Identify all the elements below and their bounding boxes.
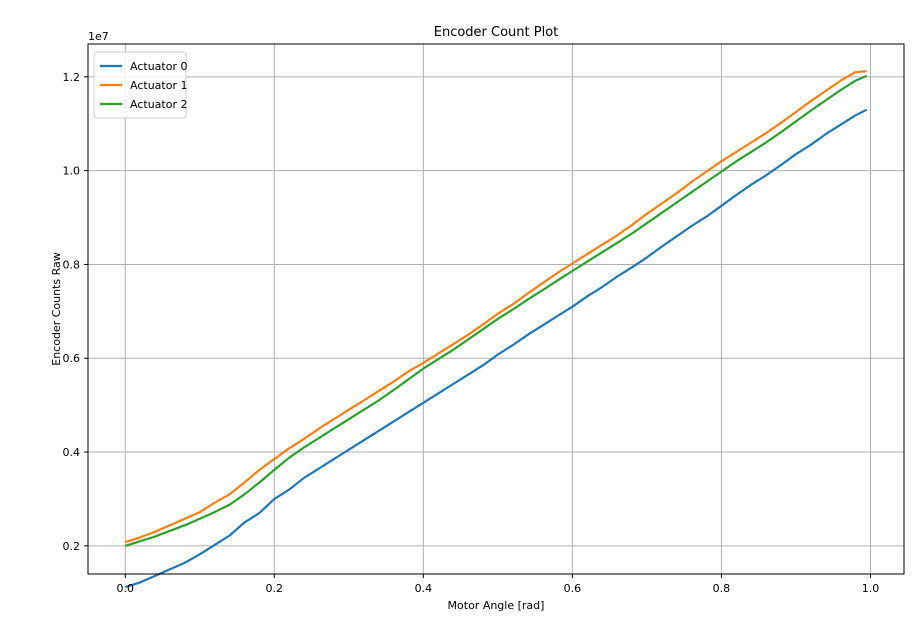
y-tick-label: 1.0 bbox=[63, 165, 81, 178]
legend: Actuator 0 Actuator 1 Actuator 2 bbox=[93, 51, 187, 119]
x-tick-label: 0.0 bbox=[117, 582, 135, 595]
series-line-actuator-0 bbox=[124, 108, 868, 589]
y-axis-ticks: 0.2 0.4 0.6 0.8 1.0 1.2 bbox=[63, 71, 88, 553]
y-offset-label: 1e7 bbox=[88, 30, 109, 43]
chart-title: Encoder Count Plot bbox=[434, 25, 559, 40]
legend-label: Actuator 0 bbox=[130, 60, 187, 73]
y-tick-label: 0.2 bbox=[63, 540, 81, 553]
legend-box bbox=[93, 51, 187, 119]
y-axis-label: Encoder Counts Raw bbox=[50, 252, 63, 366]
legend-label: Actuator 2 bbox=[130, 98, 187, 111]
series-line-actuator-1 bbox=[124, 70, 867, 544]
y-tick-label: 0.8 bbox=[63, 258, 81, 271]
x-tick-label: 1.0 bbox=[862, 582, 880, 595]
plot-frame bbox=[87, 43, 905, 575]
grid bbox=[88, 44, 904, 574]
series-line-actuator-2 bbox=[124, 74, 868, 547]
x-axis-ticks: 0.0 0.2 0.4 0.6 0.8 1.0 bbox=[117, 574, 880, 595]
x-tick-label: 0.2 bbox=[266, 582, 284, 595]
series-lines bbox=[124, 70, 868, 589]
x-axis-label: Motor Angle [rad] bbox=[448, 599, 545, 612]
x-tick-label: 0.8 bbox=[713, 582, 731, 595]
y-tick-label: 1.2 bbox=[63, 71, 81, 84]
y-tick-label: 0.6 bbox=[63, 352, 81, 365]
x-tick-label: 0.4 bbox=[415, 582, 433, 595]
x-tick-label: 0.6 bbox=[564, 582, 582, 595]
y-tick-label: 0.4 bbox=[63, 446, 81, 459]
legend-label: Actuator 1 bbox=[130, 79, 187, 92]
